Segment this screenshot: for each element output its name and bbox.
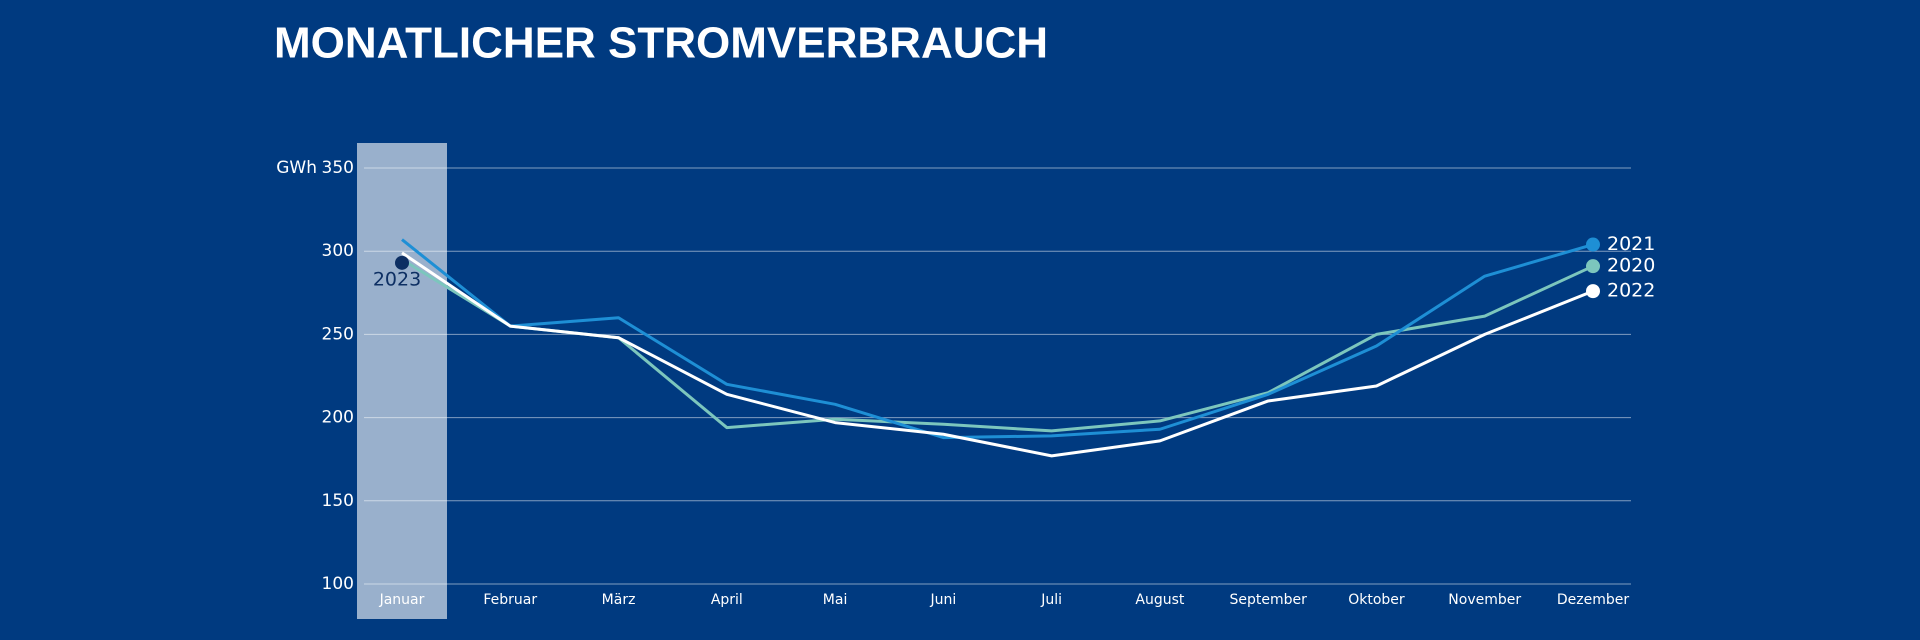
x-tick-label: September	[1229, 592, 1307, 608]
series-label: 2022	[1607, 280, 1655, 302]
x-tick-label: März	[602, 592, 636, 608]
x-tick-label: Juni	[929, 592, 956, 608]
y-tick-label: 100	[322, 574, 354, 594]
y-tick-label: 350	[322, 158, 354, 178]
y-tick-label: 300	[322, 241, 354, 261]
y-tick-label: 250	[322, 324, 354, 344]
x-tick-label: April	[711, 592, 743, 608]
highlight-band	[357, 143, 447, 619]
y-axis-label: GWh	[276, 158, 317, 178]
series-label: 2020	[1607, 255, 1655, 277]
x-tick-label: November	[1448, 592, 1521, 608]
x-tick-label: August	[1135, 592, 1185, 608]
end-point	[1586, 284, 1600, 299]
x-tick-label: Dezember	[1557, 592, 1629, 608]
x-tick-label: Januar	[379, 592, 425, 608]
x-tick-label: Oktober	[1348, 592, 1405, 608]
x-tick-label: Februar	[483, 592, 537, 608]
line	[401, 238, 1594, 440]
series-label: 2021	[1607, 233, 1655, 255]
y-tick-label: 200	[322, 408, 354, 428]
series-label: 2023	[373, 268, 421, 290]
line	[401, 251, 1594, 458]
end-point	[395, 255, 409, 270]
chart-title: MONATLICHER STROMVERBRAUCH	[274, 19, 1048, 68]
x-tick-label: Juli	[1040, 592, 1062, 608]
y-tick-label: 150	[322, 491, 354, 511]
x-tick-label: Mai	[823, 592, 848, 608]
end-point	[1586, 259, 1600, 274]
end-point	[1586, 237, 1600, 252]
